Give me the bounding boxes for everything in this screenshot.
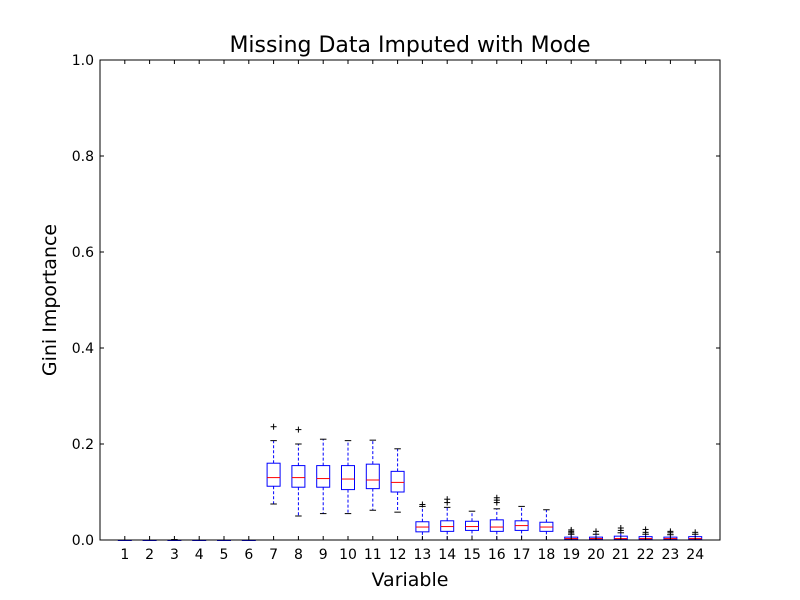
box-variable-16	[489, 494, 504, 541]
plot-frame	[99, 59, 721, 541]
x-tick-label: 18	[537, 547, 555, 563]
plot-area	[117, 423, 703, 541]
x-tick-label: 6	[244, 547, 253, 563]
box-variable-12	[390, 448, 405, 513]
box-iqr	[341, 465, 355, 491]
outlier-marker	[667, 528, 674, 535]
outlier-marker	[295, 426, 302, 433]
outlier-marker	[593, 528, 599, 535]
box-iqr	[291, 465, 306, 488]
x-tick-label: 23	[661, 547, 679, 563]
y-tick-label: 0.0	[72, 533, 94, 549]
y-tick-label: 0.6	[72, 245, 94, 261]
y-axis-label: Gini Importance	[39, 224, 61, 376]
box-iqr	[489, 519, 504, 532]
box-variable-18	[539, 509, 554, 541]
x-tick-label: 2	[145, 547, 154, 563]
x-tick-label: 9	[319, 547, 328, 563]
axis-ticks: 1 2 3 4 5 6 7 8 9 10 11 12 13 14 15 16 17 18 19 20 21 22 23 240…	[72, 53, 720, 563]
box-variable-10	[341, 440, 355, 515]
box-iqr	[316, 465, 331, 488]
x-axis-label: Variable	[372, 569, 449, 591]
outlier-marker	[444, 496, 451, 503]
outlier-marker	[642, 526, 649, 533]
box-iqr	[365, 463, 380, 490]
x-tick-label: 22	[637, 547, 655, 563]
y-tick-label: 1.0	[72, 53, 94, 69]
x-tick-label: 20	[587, 547, 605, 563]
box-variable-14	[440, 496, 455, 541]
x-tick-label: 16	[488, 547, 506, 563]
x-tick-label: 17	[513, 547, 531, 563]
outlier-marker	[692, 529, 699, 536]
box-variable-13	[415, 501, 430, 541]
x-tick-label: 1	[120, 547, 129, 563]
y-tick-label: 0.8	[72, 149, 94, 165]
box-variable-8	[291, 426, 306, 517]
x-tick-label: 15	[463, 547, 481, 563]
outlier-marker	[568, 526, 575, 533]
box-variable-15	[465, 510, 479, 541]
x-tick-label: 13	[413, 547, 431, 563]
box-variable-11	[365, 439, 380, 511]
x-tick-label: 24	[686, 547, 704, 563]
box-variable-9	[316, 438, 331, 515]
outlier-marker	[617, 525, 624, 531]
x-tick-label: 7	[269, 547, 278, 563]
x-tick-label: 10	[339, 547, 357, 563]
outlier-marker	[493, 494, 500, 501]
x-tick-label: 8	[294, 547, 303, 563]
box-variable-7	[266, 423, 281, 505]
x-tick-label: 21	[612, 547, 630, 563]
x-tick-label: 5	[220, 547, 229, 563]
box-variable-17	[514, 505, 529, 541]
outlier-marker	[270, 423, 277, 430]
y-tick-label: 0.2	[72, 437, 94, 453]
chart-title: Missing Data Imputed with Mode	[229, 33, 590, 58]
box-iqr	[390, 470, 405, 493]
box-iqr	[465, 520, 479, 531]
x-tick-label: 11	[364, 547, 382, 563]
box-iqr	[266, 462, 281, 487]
x-tick-label: 19	[562, 547, 580, 563]
outlier-marker	[419, 501, 426, 508]
x-tick-label: 12	[389, 547, 407, 563]
x-tick-label: 14	[438, 547, 456, 563]
x-tick-label: 3	[170, 547, 179, 563]
x-tick-label: 4	[195, 547, 204, 563]
y-tick-label: 0.4	[72, 341, 94, 357]
